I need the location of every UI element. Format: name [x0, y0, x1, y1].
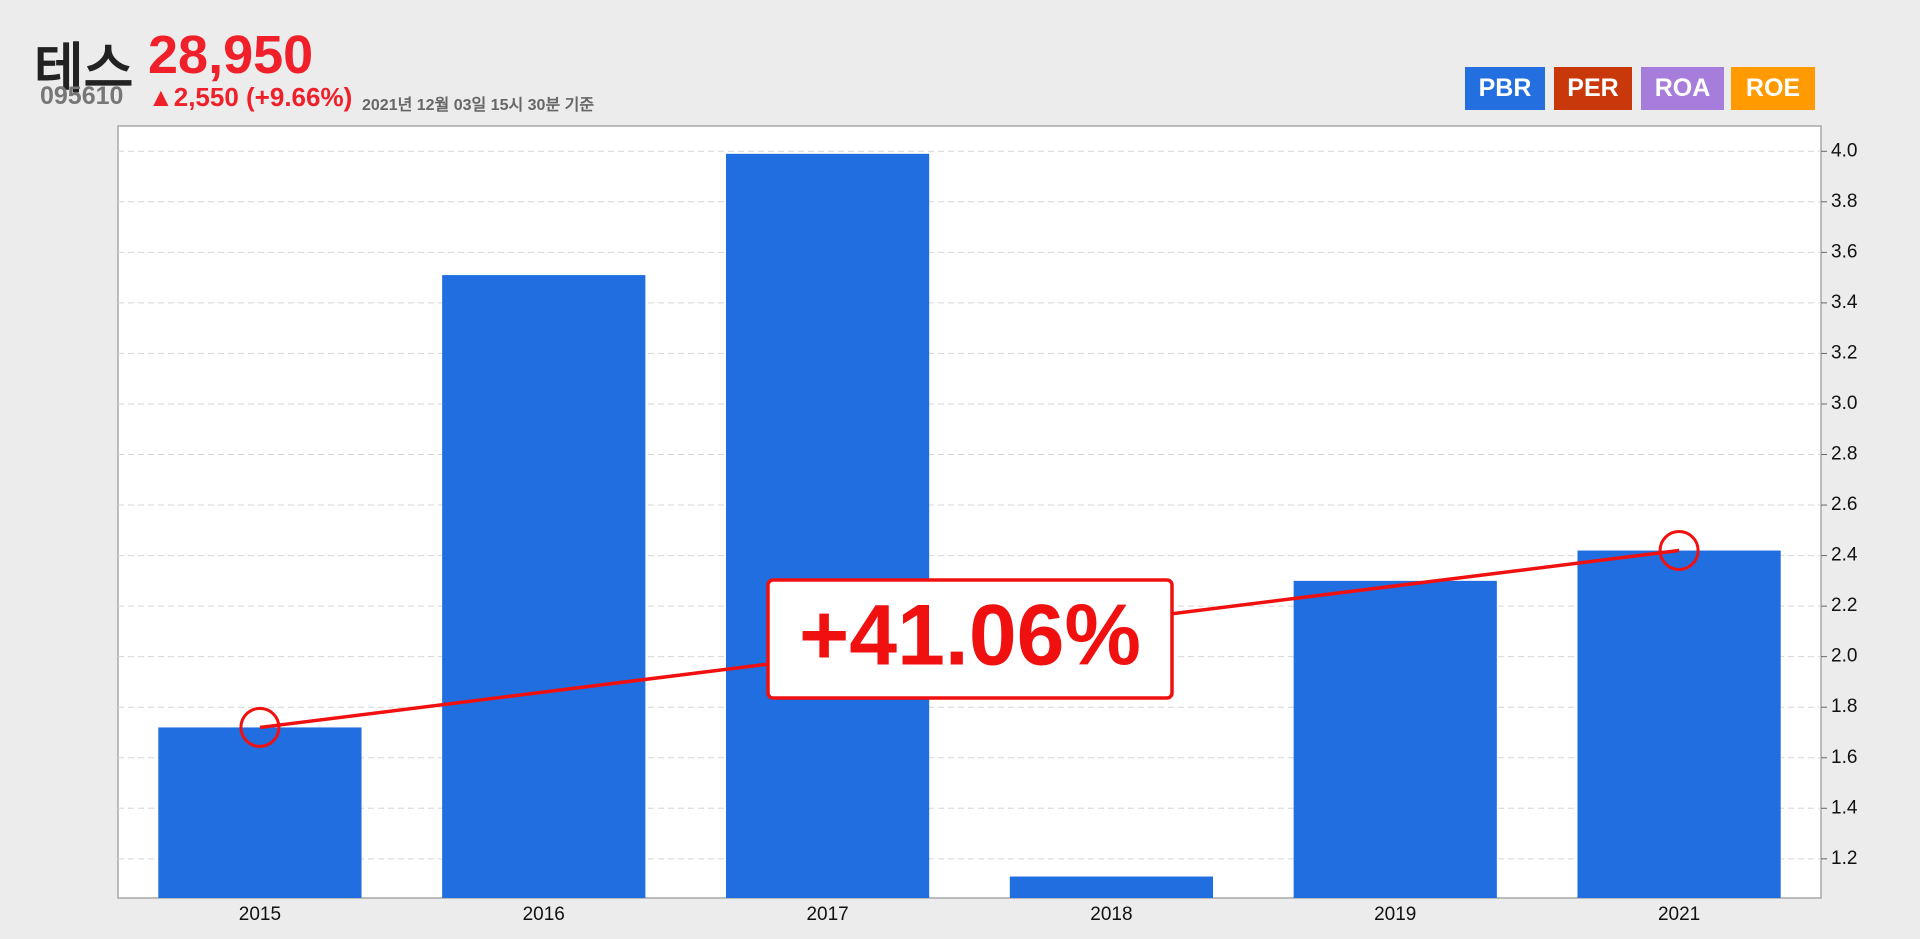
- bar: [158, 727, 362, 898]
- bar: [1293, 580, 1497, 898]
- trend-point: [1658, 530, 1700, 572]
- bar: [725, 153, 930, 898]
- trend-point: [239, 706, 281, 748]
- x-tick-label: 2016: [523, 904, 565, 925]
- x-tick-label: 2015: [239, 904, 281, 925]
- timestamp: 2021년 12월 03일 15시 30분 기준: [362, 97, 595, 114]
- y-tick-label: 2.8: [1831, 444, 1857, 465]
- y-tick-label: 3.0: [1831, 393, 1857, 414]
- stock-price: 28,950: [148, 25, 314, 85]
- y-tick-label: 1.4: [1831, 797, 1858, 818]
- plot-area: [117, 125, 1822, 899]
- y-tick-label: 2.6: [1831, 494, 1857, 515]
- x-tick-label: 2017: [806, 904, 848, 925]
- metric-button[interactable]: ROA: [1641, 67, 1724, 110]
- bar: [1009, 876, 1214, 898]
- y-tick-label: 4.0: [1831, 140, 1857, 161]
- y-tick-label: 2.2: [1831, 595, 1857, 616]
- bar: [1577, 550, 1781, 898]
- y-tick-label: 1.2: [1831, 848, 1857, 869]
- y-tick-label: 1.8: [1831, 696, 1857, 717]
- y-tick-label: 3.8: [1831, 191, 1857, 212]
- annotation-text: +41.06%: [799, 588, 1141, 684]
- y-tick-label: 2.0: [1831, 646, 1857, 667]
- x-tick-label: 2018: [1090, 904, 1132, 925]
- y-tick-label: 3.2: [1831, 342, 1857, 363]
- bar: [442, 275, 646, 899]
- stock-code: 095610: [40, 82, 124, 110]
- y-tick-label: 1.6: [1831, 747, 1857, 768]
- stock-name: 테스: [34, 39, 134, 99]
- y-tick-label: 3.4: [1831, 292, 1858, 313]
- y-tick-label: 3.6: [1831, 241, 1857, 262]
- price-change: ▲2,550 (+9.66%): [148, 82, 353, 112]
- y-tick-label: 2.4: [1831, 545, 1858, 566]
- x-tick-label: 2021: [1658, 904, 1700, 925]
- metric-button[interactable]: ROE: [1731, 67, 1815, 110]
- x-tick-label: 2019: [1374, 904, 1416, 925]
- metric-button[interactable]: PBR: [1465, 67, 1545, 110]
- metric-button[interactable]: PER: [1554, 67, 1632, 110]
- annotation-box: [766, 578, 1174, 700]
